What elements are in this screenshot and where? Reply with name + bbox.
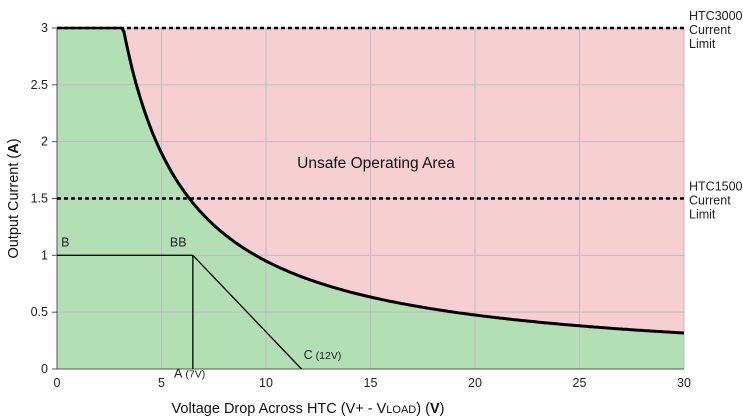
point-label-voltage: (7V) [185,368,205,380]
x-axis-title-suffix: ) [440,401,445,417]
y-tick-label: 0 [41,362,48,376]
point-label: B [61,236,69,250]
y-tick-label: 0.5 [31,305,48,319]
x-tick-label: 5 [158,376,165,390]
soa-boundary-curve [120,27,685,335]
axes: 0 5 10 15 20 25 30 0 0.5 1 1.5 2 2.5 3 [31,21,691,390]
y-axis-title-unit: A [6,143,22,154]
safe-region [57,28,684,369]
point-label-text: A [174,366,183,380]
current-limit-label: Limit [689,208,716,222]
point-label-text: C [304,348,313,362]
y-tick-label: 2.5 [31,78,48,92]
current-limit-label: Current [689,23,731,37]
x-axis-title-subscript: LOAD [386,404,416,416]
x-axis-title-prefix: Voltage Drop Across HTC (V+ - V [172,401,387,417]
x-tick-label: 20 [468,376,482,390]
current-limit-label: Limit [689,37,716,51]
x-axis-title-unit: V [430,401,440,417]
x-tick-label: 30 [677,376,691,390]
point-label-voltage: (12V) [316,350,342,362]
x-axis-title: Voltage Drop Across HTC (V+ - VLOAD) (V) [172,401,445,417]
load-line-2 [192,254,302,370]
x-tick-label: 25 [573,376,587,390]
point-label-text: B [61,236,69,250]
x-tick-label: 15 [364,376,378,390]
labels: Unsafe Operating Area HTC3000CurrentLimi… [61,9,742,380]
current-limit-label: Current [689,194,731,208]
y-tick-label: 1 [41,248,48,262]
point-label: BB [170,236,187,250]
current-limit-label: HTC1500 [689,180,743,194]
point-label: C (12V) [304,348,342,362]
curves [57,26,685,370]
point-label-text: BB [170,236,187,250]
current-limit-label: HTC3000 [689,9,743,23]
point-label: A (7V) [174,366,205,380]
x-tick-label: 10 [259,376,273,390]
y-axis-title: Output Current (A) [6,138,22,258]
unsafe-region-label: Unsafe Operating Area [297,155,455,172]
y-tick-label: 1.5 [31,192,48,206]
x-tick-label: 0 [54,376,61,390]
x-axis-title-mid: ) ( [416,401,430,417]
y-axis-title-suffix: ) [6,138,22,143]
y-axis-title-prefix: Output Current ( [6,154,22,259]
y-tick-label: 2 [41,135,48,149]
y-tick-label: 3 [41,21,48,35]
